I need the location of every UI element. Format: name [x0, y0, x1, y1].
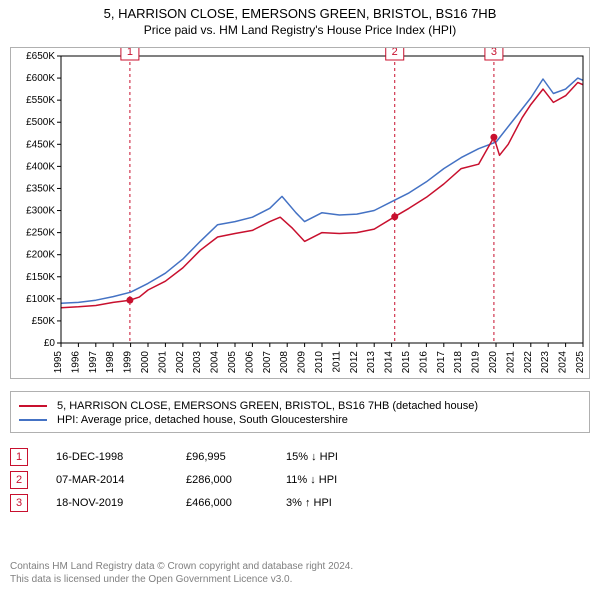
transaction-hpi: 3% ↑ HPI — [286, 497, 396, 509]
svg-text:2005: 2005 — [227, 351, 238, 374]
chart-svg: £0 £50K £100K £150K £200K £250K £300K £350K £400… — [11, 48, 589, 378]
svg-text:2009: 2009 — [297, 351, 308, 374]
transaction-price: £466,000 — [186, 497, 286, 509]
svg-text:£600K: £600K — [26, 73, 55, 84]
svg-text:£0: £0 — [44, 338, 56, 349]
title-block: 5, HARRISON CLOSE, EMERSONS GREEN, BRIST… — [10, 6, 590, 37]
transaction-date: 18-NOV-2019 — [56, 497, 186, 509]
footer: Contains HM Land Registry data © Crown c… — [10, 554, 590, 586]
transaction-badge: 1 — [10, 448, 28, 466]
legend-swatch — [19, 405, 47, 407]
svg-text:2006: 2006 — [244, 351, 255, 374]
legend-swatch — [19, 419, 47, 421]
transactions-table: 1 16-DEC-1998£96,99515% ↓ HPI 2 07-MAR-2014… — [10, 443, 590, 517]
legend-label: 5, HARRISON CLOSE, EMERSONS GREEN, BRIST… — [57, 400, 478, 412]
svg-text:2010: 2010 — [314, 351, 325, 374]
svg-text:2023: 2023 — [540, 351, 551, 374]
svg-text:2001: 2001 — [157, 351, 168, 374]
svg-text:1997: 1997 — [88, 351, 99, 374]
svg-text:£400K: £400K — [26, 161, 55, 172]
svg-text:£350K: £350K — [26, 183, 55, 194]
chart: £0 £50K £100K £150K £200K £250K £300K £350K £400… — [10, 47, 590, 379]
transaction-date: 16-DEC-1998 — [56, 451, 186, 463]
page: 5, HARRISON CLOSE, EMERSONS GREEN, BRIST… — [0, 0, 600, 590]
svg-text:£250K: £250K — [26, 228, 55, 239]
footer-line-1: Contains HM Land Registry data © Crown c… — [10, 560, 590, 573]
svg-text:£500K: £500K — [26, 117, 55, 128]
svg-text:2002: 2002 — [175, 351, 186, 374]
svg-text:2024: 2024 — [558, 351, 569, 374]
transaction-row: 1 16-DEC-1998£96,99515% ↓ HPI — [10, 448, 590, 466]
svg-text:1: 1 — [127, 48, 133, 58]
footer-line-2: This data is licensed under the Open Gov… — [10, 573, 590, 586]
svg-text:£50K: £50K — [32, 316, 56, 327]
transaction-row: 2 07-MAR-2014£286,00011% ↓ HPI — [10, 471, 590, 489]
legend-label: HPI: Average price, detached house, Sout… — [57, 414, 348, 426]
svg-text:2007: 2007 — [262, 351, 273, 374]
svg-text:£450K: £450K — [26, 139, 55, 150]
svg-text:2022: 2022 — [523, 351, 534, 374]
transaction-row: 3 18-NOV-2019£466,0003% ↑ HPI — [10, 494, 590, 512]
svg-text:3: 3 — [491, 48, 497, 58]
svg-text:1995: 1995 — [53, 351, 64, 374]
svg-text:1999: 1999 — [123, 351, 134, 374]
svg-text:2019: 2019 — [471, 351, 482, 374]
svg-text:£650K: £650K — [26, 51, 55, 62]
transaction-hpi: 15% ↓ HPI — [286, 451, 396, 463]
transaction-badge: 2 — [10, 471, 28, 489]
legend-row: HPI: Average price, detached house, Sout… — [19, 414, 581, 426]
legend: 5, HARRISON CLOSE, EMERSONS GREEN, BRIST… — [10, 391, 590, 433]
transaction-price: £96,995 — [186, 451, 286, 463]
svg-text:£150K: £150K — [26, 272, 55, 283]
transaction-badge: 3 — [10, 494, 28, 512]
svg-text:2000: 2000 — [140, 351, 151, 374]
svg-text:2011: 2011 — [331, 351, 342, 373]
svg-text:2008: 2008 — [279, 351, 290, 374]
svg-text:1998: 1998 — [105, 351, 116, 374]
transaction-date: 07-MAR-2014 — [56, 474, 186, 486]
svg-text:2003: 2003 — [192, 351, 203, 374]
svg-text:1996: 1996 — [70, 351, 81, 374]
svg-text:£550K: £550K — [26, 95, 55, 106]
legend-row: 5, HARRISON CLOSE, EMERSONS GREEN, BRIST… — [19, 400, 581, 412]
svg-text:2025: 2025 — [575, 351, 586, 374]
svg-text:£200K: £200K — [26, 250, 55, 261]
svg-text:2012: 2012 — [349, 351, 360, 374]
svg-text:2018: 2018 — [453, 351, 464, 374]
svg-text:£100K: £100K — [26, 294, 55, 305]
transaction-price: £286,000 — [186, 474, 286, 486]
svg-text:£300K: £300K — [26, 206, 55, 217]
svg-text:2014: 2014 — [384, 351, 395, 374]
svg-text:2013: 2013 — [366, 351, 377, 374]
svg-text:2015: 2015 — [401, 351, 412, 374]
svg-text:2016: 2016 — [418, 351, 429, 374]
svg-text:2017: 2017 — [436, 351, 447, 374]
svg-text:2020: 2020 — [488, 351, 499, 374]
transaction-hpi: 11% ↓ HPI — [286, 474, 396, 486]
title-sub: Price paid vs. HM Land Registry's House … — [10, 23, 590, 37]
svg-text:2021: 2021 — [505, 351, 516, 374]
svg-text:2: 2 — [392, 48, 398, 58]
title-main: 5, HARRISON CLOSE, EMERSONS GREEN, BRIST… — [10, 6, 590, 21]
svg-text:2004: 2004 — [210, 351, 221, 374]
